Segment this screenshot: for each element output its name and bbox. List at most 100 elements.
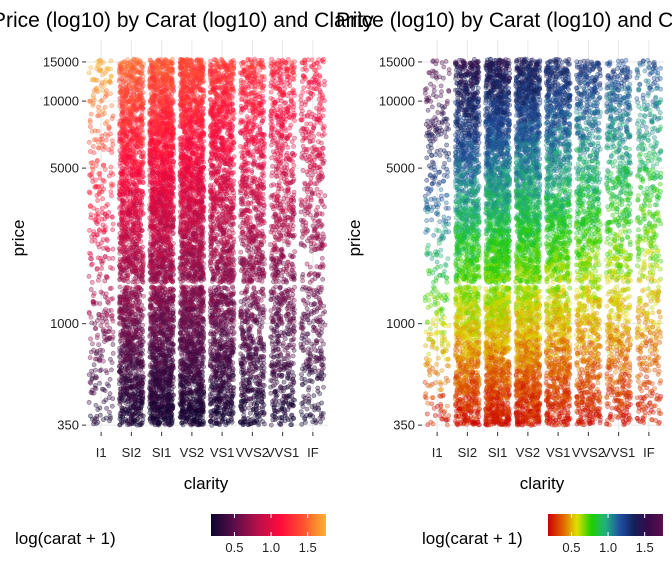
data-point: [94, 185, 98, 189]
data-point: [100, 313, 104, 317]
data-point: [111, 351, 115, 355]
data-point: [103, 95, 107, 99]
data-point: [101, 223, 105, 227]
data-point: [135, 128, 139, 132]
data-point: [133, 277, 137, 281]
data-point: [87, 140, 91, 144]
data-point: [102, 332, 106, 336]
data-point: [109, 416, 113, 420]
data-point: [140, 371, 144, 375]
data-point: [100, 134, 104, 138]
data-point: [96, 198, 100, 202]
data-point: [104, 89, 108, 93]
data-point: [140, 207, 144, 211]
data-point: [100, 98, 104, 102]
data-point: [93, 129, 97, 133]
data-point: [88, 337, 92, 341]
data-point: [87, 71, 91, 75]
data-point: [87, 228, 91, 232]
data-point: [109, 194, 113, 198]
data-point: [98, 369, 102, 373]
data-point: [124, 274, 128, 278]
data-point: [93, 376, 97, 380]
data-point: [140, 413, 144, 417]
data-point: [91, 103, 95, 107]
data-point: [108, 392, 112, 396]
data-point: [105, 239, 109, 243]
data-point: [111, 228, 115, 232]
data-point: [97, 275, 101, 279]
data-point: [125, 58, 129, 62]
data-point: [99, 241, 103, 245]
data-point: [96, 219, 100, 223]
data-point: [123, 333, 127, 337]
data-point: [111, 397, 115, 401]
data-point: [97, 146, 101, 150]
data-point: [93, 239, 97, 243]
data-point: [139, 213, 143, 217]
data-point: [129, 227, 133, 231]
data-point: [93, 178, 97, 182]
data-point: [106, 330, 110, 334]
data-point: [141, 181, 145, 185]
data-point: [87, 400, 91, 404]
data-point: [123, 279, 127, 283]
data-point: [107, 337, 111, 341]
data-point: [95, 67, 99, 71]
data-point: [105, 247, 109, 251]
data-point: [94, 327, 98, 331]
data-point: [90, 262, 94, 266]
data-point: [129, 95, 133, 99]
data-point: [91, 144, 95, 148]
data-point: [111, 330, 115, 334]
data-point: [126, 219, 130, 223]
data-point: [89, 112, 93, 116]
data-point: [92, 391, 96, 395]
data-point: [120, 155, 124, 159]
data-point: [103, 145, 107, 149]
data-point: [93, 235, 97, 239]
data-point: [108, 287, 112, 291]
data-point: [92, 363, 96, 367]
data-point: [119, 189, 123, 193]
data-point: [102, 163, 106, 167]
data-point: [111, 247, 115, 251]
data-point: [100, 211, 104, 215]
data-point: [101, 418, 105, 422]
data-point: [128, 167, 132, 171]
data-point: [105, 120, 109, 124]
data-point: [118, 298, 122, 302]
chart-canvas: 350100050001000015000I1 SI2 SI1 VS2 VS1 VVS2V…: [0, 0, 672, 576]
data-point: [98, 58, 102, 62]
data-point: [100, 387, 104, 391]
data-point: [101, 197, 105, 201]
data-point: [88, 99, 92, 103]
data-point: [105, 202, 109, 206]
data-point: [101, 109, 105, 113]
data-point: [88, 120, 92, 124]
data-point: [108, 132, 112, 136]
data-point: [89, 350, 93, 354]
chart-figure: 350 1000 5000 10000 15000 I1 SI2 SI1 VS2 VS1 VVS2 V…: [0, 0, 672, 576]
data-point: [95, 414, 99, 418]
data-point: [110, 267, 114, 271]
data-point: [96, 105, 100, 109]
data-point: [95, 267, 99, 271]
data-point: [105, 406, 109, 410]
data-point: [96, 407, 100, 411]
data-point: [95, 158, 99, 162]
data-point: [139, 365, 143, 369]
data-point: [141, 418, 145, 422]
data-point: [94, 213, 98, 217]
data-point: [89, 287, 93, 291]
data-point: [111, 222, 115, 226]
data-point: [105, 313, 109, 317]
data-point: [97, 245, 101, 249]
data-point: [93, 322, 97, 326]
data-point: [90, 342, 94, 346]
data-point: [109, 368, 113, 372]
data-point: [95, 336, 99, 340]
data-point: [120, 173, 124, 177]
data-point: [101, 178, 105, 182]
points-left: [87, 57, 327, 427]
